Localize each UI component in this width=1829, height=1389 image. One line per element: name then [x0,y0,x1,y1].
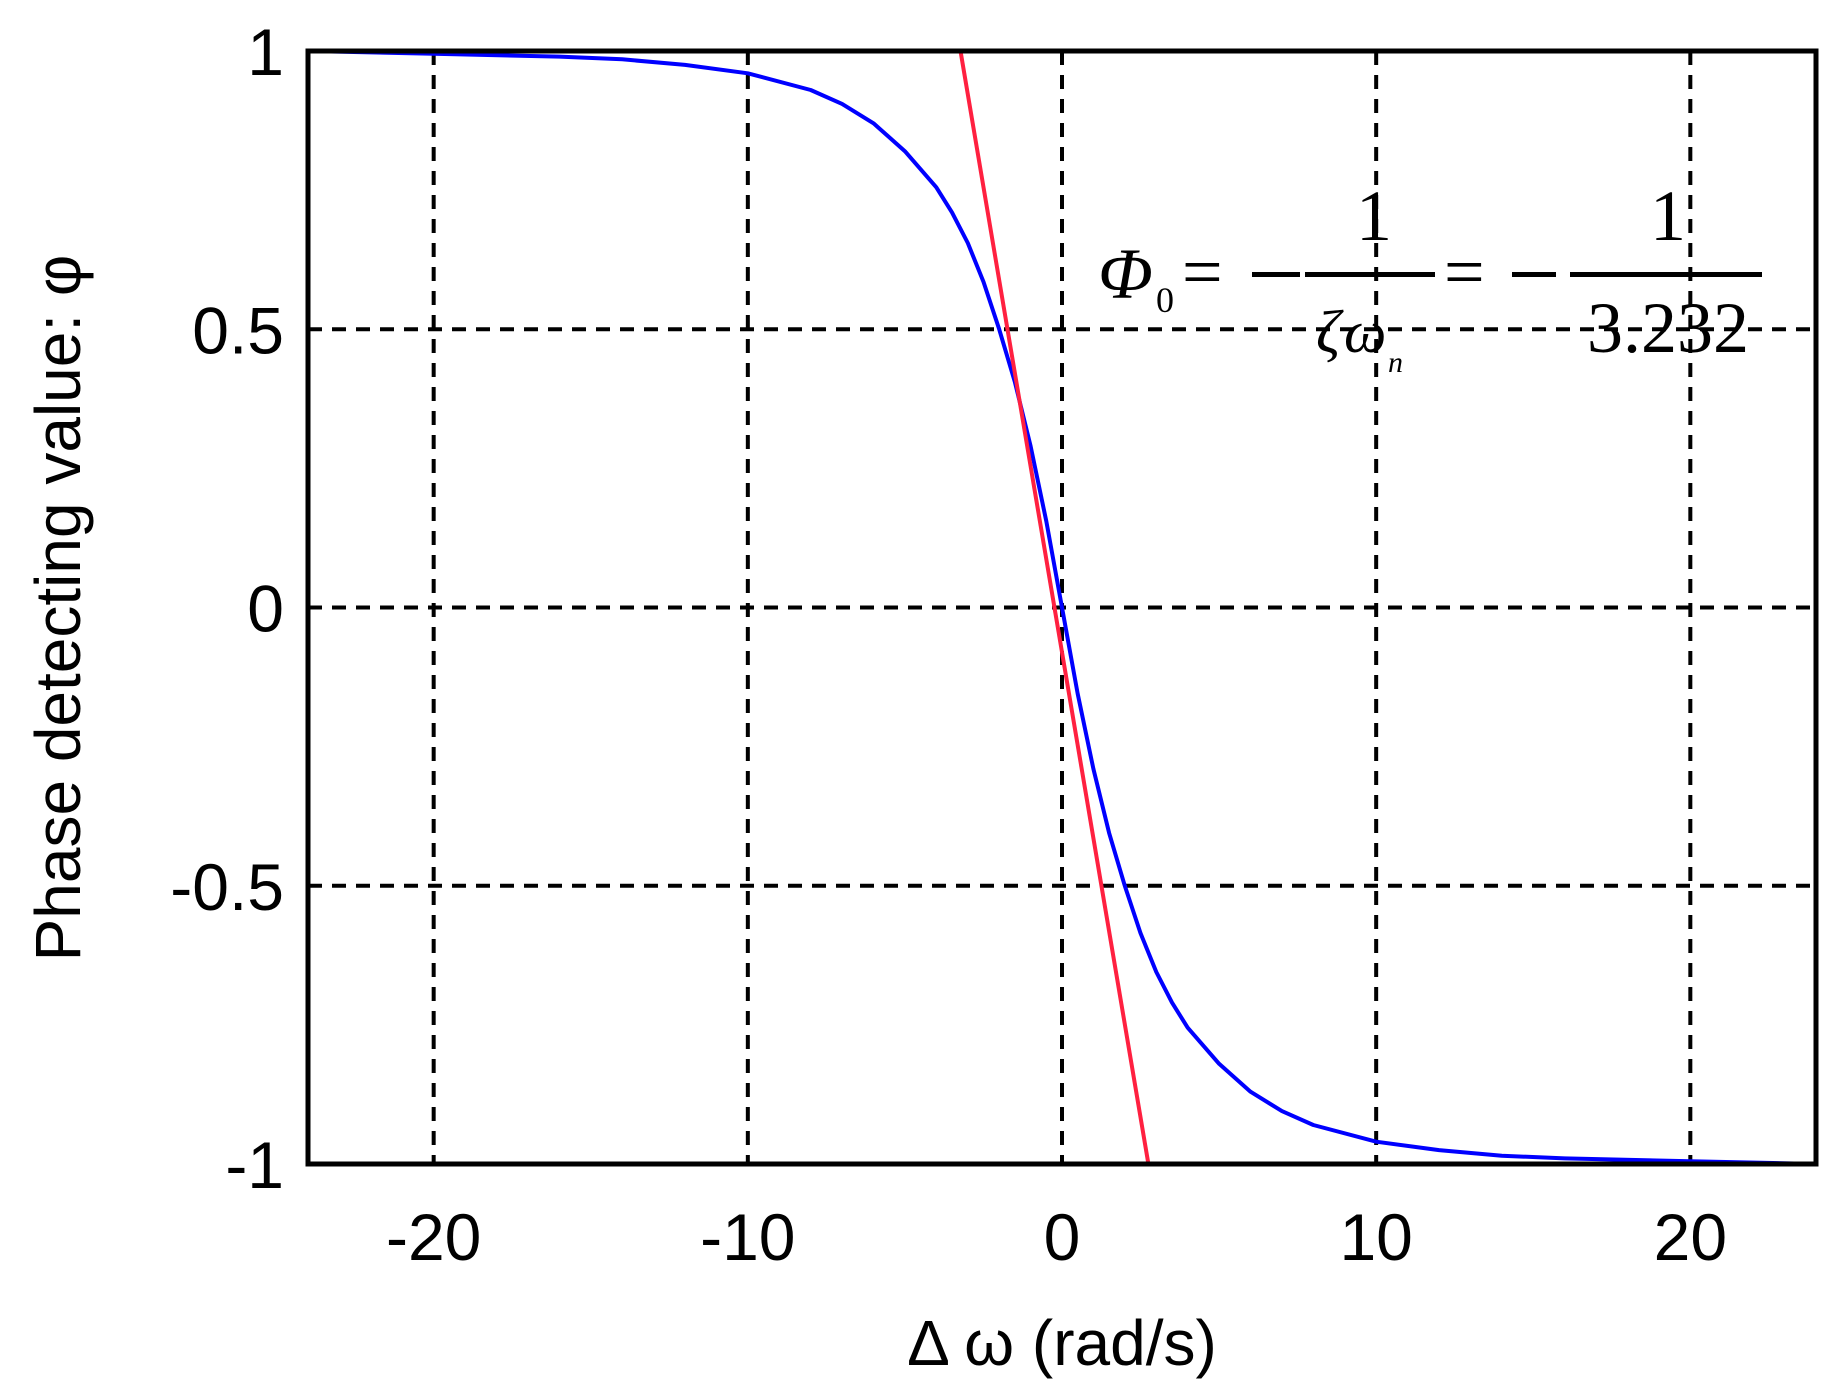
y-tick-label: 0.5 [192,293,284,367]
formula-denominator-zeta: ζ [1316,299,1344,365]
y-tick-label: 1 [247,15,284,89]
x-tick-label: 10 [1339,1200,1412,1274]
tangent-line [958,50,1151,1165]
formula-equals-1: = [1182,232,1223,312]
phase-curve-line [307,49,1817,1166]
y-tick-label: 0 [247,572,284,646]
x-axis-label: Δ ω (rad/s) [907,1307,1217,1379]
formula-lhs-subscript: 0 [1156,280,1174,320]
formula-annotation: Φ 0 = 1 ζ ω n = 1 3.232 [1098,176,1762,379]
y-tick-label: -1 [225,1128,284,1202]
formula-fraction-bar-1 [1305,272,1435,277]
series-group [307,49,1817,1166]
formula-numerator-2: 1 [1650,176,1686,256]
formula-lhs: Φ [1098,234,1153,314]
formula-minus-2 [1512,272,1556,277]
x-tick-label: 0 [1044,1200,1081,1274]
formula-denominator-subscript: n [1388,346,1403,379]
x-tick-label: -10 [700,1200,795,1274]
formula-denominator-2: 3.232 [1587,288,1749,368]
formula-fraction-bar-2 [1570,272,1762,277]
formula-equals-2: = [1444,232,1485,312]
formula-minus-1 [1252,272,1300,277]
y-axis-label: Phase detecting value: φ [22,255,94,962]
y-tick-label: -0.5 [170,850,284,924]
x-tick-label: 20 [1654,1200,1727,1274]
formula-denominator-omega: ω [1344,299,1386,365]
x-tick-label: -20 [386,1200,481,1274]
formula-numerator-1: 1 [1356,176,1392,256]
plot-frame [305,48,1819,1167]
